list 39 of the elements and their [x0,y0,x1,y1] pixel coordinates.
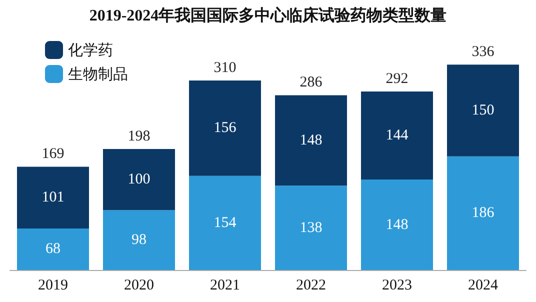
total-label: 169 [42,146,64,162]
total-label: 292 [386,71,408,88]
x-tick-label: 2024 [468,278,498,294]
legend-label: 化学药 [68,41,113,59]
data-label: 156 [214,120,237,136]
bar [17,228,89,270]
total-label: 286 [300,74,323,91]
x-tick-label: 2021 [210,278,240,294]
data-label: 100 [128,172,150,188]
bar [447,64,519,156]
total-label: 336 [472,44,495,60]
bar [361,180,433,270]
legend-label: 生物制品 [68,65,128,83]
bar [447,156,519,270]
bar [189,80,261,176]
chart-title: 2019-2024年我国国际多中心临床试验药物类型数量 [89,6,447,24]
data-label: 150 [472,102,494,118]
bar [103,210,175,270]
data-label: 186 [472,205,495,222]
data-label: 98 [132,232,146,248]
data-label: 101 [42,190,64,206]
data-label: 148 [386,216,408,233]
bar [275,186,347,270]
x-tick-label: 2023 [382,278,412,294]
data-label: 154 [214,214,237,231]
x-tick-label: 2022 [296,278,326,294]
total-label: 310 [214,60,236,76]
bar [17,166,89,228]
data-label: 68 [46,241,60,258]
data-label: 144 [386,128,409,144]
x-tick-label: 2019 [38,278,68,294]
bar [189,176,261,270]
total-label: 198 [128,128,150,144]
data-label: 148 [300,132,322,148]
bar [275,95,347,186]
data-label: 138 [300,220,322,236]
bar [103,148,175,210]
bar [361,92,433,180]
x-tick-label: 2020 [124,278,154,294]
